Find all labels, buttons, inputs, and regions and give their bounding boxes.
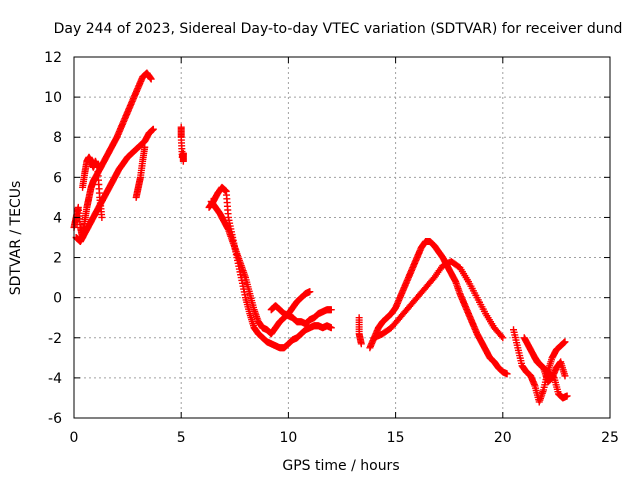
data-points (70, 69, 571, 406)
x-tick-label: 15 (387, 430, 405, 446)
series-arc-f (205, 183, 335, 352)
y-tick-label: -4 (48, 371, 62, 387)
x-tick-label: 5 (177, 430, 186, 446)
y-tick-label: 8 (53, 130, 62, 146)
series-arc-d (132, 143, 149, 201)
y-axis-label: SDTVAR / TECUs (8, 181, 24, 296)
plot-frame (73, 56, 611, 419)
series-arc-k (370, 258, 507, 342)
data-point (98, 213, 106, 221)
series-arc-n (531, 354, 569, 386)
data-point (141, 143, 149, 151)
y-tick-label: 6 (53, 170, 62, 186)
axis-ticks: 0 5 10 15 20 25 -6 -4 -2 0 2 4 6 8 10 12 (44, 50, 619, 446)
x-axis-label: GPS time / hours (282, 458, 399, 474)
data-point (149, 125, 157, 133)
series-arc-g (207, 197, 314, 338)
x-tick-label: 20 (494, 430, 512, 446)
y-tick-label: 4 (53, 210, 62, 226)
data-point (561, 372, 569, 380)
series-arc-h (267, 302, 335, 328)
series-arc-c (79, 153, 106, 221)
data-point (327, 306, 335, 314)
data-point (357, 340, 365, 348)
data-point (503, 370, 511, 378)
x-tick-label: 10 (279, 430, 297, 446)
y-tick-label: 2 (53, 251, 62, 267)
data-point (147, 75, 155, 83)
data-point (563, 392, 571, 400)
data-point (179, 157, 187, 165)
y-tick-label: -2 (48, 331, 62, 347)
data-point (306, 288, 314, 296)
y-tick-label: -6 (48, 411, 62, 427)
chart-title: Day 244 of 2023, Sidereal Day-to-day VTE… (54, 21, 623, 37)
y-tick-label: 12 (44, 50, 62, 66)
series-arc-i (355, 314, 365, 348)
series-arc-j (366, 238, 511, 378)
y-tick-label: 0 (53, 291, 62, 307)
x-tick-label: 25 (601, 430, 619, 446)
grid-lines (74, 57, 610, 418)
y-tick-label: 10 (44, 90, 62, 106)
data-point (327, 324, 335, 332)
data-point (561, 338, 569, 346)
data-point (499, 334, 507, 342)
series-arc-e (177, 123, 187, 165)
x-tick-label: 0 (70, 430, 79, 446)
data-point (498, 332, 506, 340)
